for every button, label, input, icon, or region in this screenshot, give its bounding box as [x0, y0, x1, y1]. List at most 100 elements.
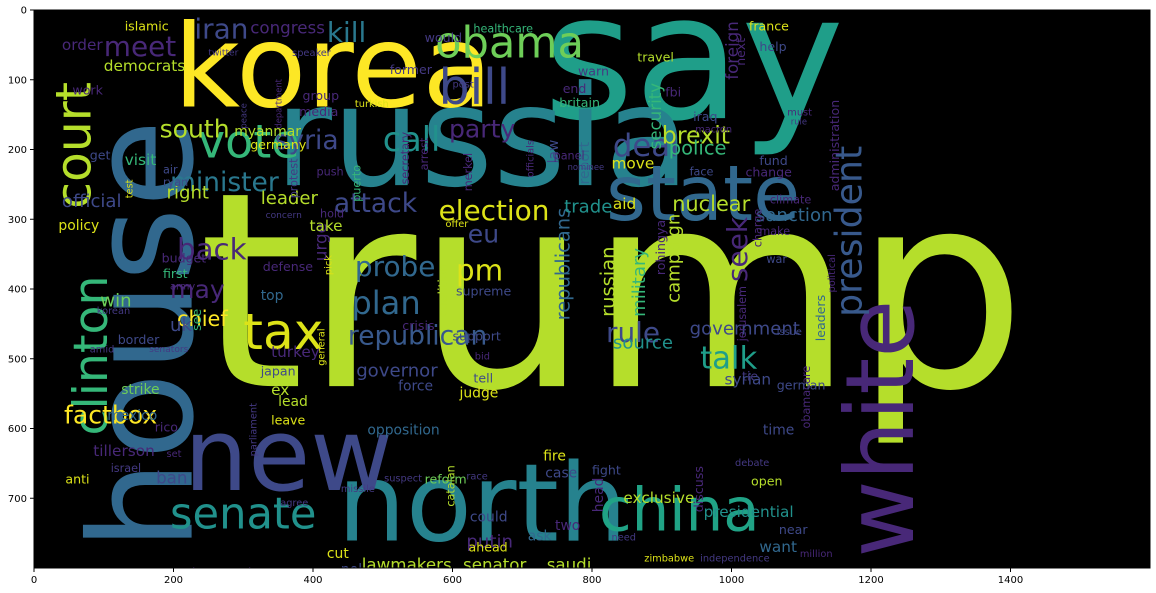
word-putin: putin: [466, 531, 513, 552]
word-make: make: [759, 225, 790, 238]
word-want: want: [759, 538, 797, 556]
word-set: set: [167, 449, 182, 460]
word-could: could: [470, 510, 508, 526]
x-axis: 0 200 400 600 800 1000 1200 1400: [31, 568, 1023, 586]
word-obamacare: obamacare: [800, 366, 813, 429]
word-climate: climate: [770, 194, 812, 207]
word-hold: hold: [320, 208, 344, 221]
word-fund: fund: [759, 153, 787, 168]
word-opposition: opposition: [367, 423, 439, 439]
word-saudi: saudi: [547, 555, 592, 575]
word-bill: bill: [439, 59, 511, 116]
x-tick-label: 0: [31, 575, 37, 586]
y-tick-label: 100: [8, 75, 27, 86]
word-governor: governor: [356, 360, 438, 381]
word-obama: obama: [435, 19, 584, 69]
word-deal: deal: [613, 129, 679, 164]
word-law: law: [546, 140, 562, 164]
word-nominee: nominee: [568, 162, 605, 172]
word-trade: trade: [564, 197, 612, 218]
word-independence: independence: [700, 554, 770, 565]
word-campaign: campaign: [664, 214, 685, 303]
word-uk: uk: [170, 315, 192, 336]
word-security: security: [645, 83, 665, 150]
word-twitter: twitter: [208, 48, 238, 58]
word-bid: bid: [475, 351, 490, 362]
y-tick-label: 0: [21, 6, 27, 17]
word-japan: japan: [260, 364, 296, 379]
word-call: call: [383, 120, 441, 159]
word-senator: senator: [463, 555, 527, 575]
word-judge: judge: [459, 386, 499, 402]
word-end: end: [563, 81, 587, 96]
word-democrats: democrats: [104, 57, 185, 75]
word-officials: officials: [526, 140, 537, 177]
x-tick-label: 1200: [858, 575, 883, 586]
word-lead: lead: [278, 394, 308, 410]
word-state: state: [606, 150, 800, 239]
x-tick-label: 600: [443, 575, 462, 586]
word-help: help: [759, 39, 786, 54]
word-iran: iran: [194, 13, 248, 46]
word-house: house: [59, 119, 226, 550]
word-britain: britain: [559, 95, 600, 110]
word-court: court: [46, 82, 103, 209]
word-government: government: [690, 319, 800, 340]
word-suspect: suspect: [384, 474, 422, 485]
word-open: open: [751, 474, 782, 489]
word-minister: minister: [170, 167, 279, 198]
word-leaders: leaders: [813, 295, 828, 341]
word-attack: attack: [334, 188, 418, 219]
word-panel: panel: [554, 150, 585, 163]
word-russia: russia: [275, 56, 690, 218]
word-say: say: [543, 0, 844, 160]
word-vote: vote: [198, 115, 300, 169]
word-rule: rule: [791, 117, 807, 127]
word-push: push: [317, 166, 344, 179]
word-army: army: [170, 282, 195, 293]
word-defense: defense: [263, 259, 313, 274]
x-tick-label: 400: [303, 575, 322, 586]
y-tick-label: 500: [8, 354, 27, 365]
y-tick-label: 200: [8, 145, 27, 156]
word-new: new: [184, 396, 393, 514]
word-take: take: [310, 217, 343, 235]
word-peace: peace: [239, 103, 249, 128]
word-may: may: [170, 275, 225, 304]
word-tax: tax: [243, 302, 323, 361]
word-nuclear: nuclear: [672, 192, 750, 216]
word-former: former: [390, 62, 433, 77]
word-macron: macron: [695, 125, 732, 136]
word-anti: anti: [65, 472, 89, 487]
word-first: first: [163, 266, 188, 281]
word-talk: talk: [700, 342, 757, 377]
word-zimbabwe: zimbabwe: [644, 554, 694, 565]
word-iraq: iraq: [693, 109, 717, 124]
word-senate: senate: [170, 490, 316, 540]
word-senators: senators: [149, 345, 189, 355]
word-order: order: [62, 36, 104, 54]
word-ahead: ahead: [469, 539, 508, 554]
word-charge: charge: [751, 209, 764, 248]
word-administration: administration: [827, 100, 842, 191]
word-top: top: [261, 288, 284, 304]
word-foreign: foreign: [722, 21, 742, 80]
word-tillerson: tillerson: [93, 442, 154, 460]
word-trump: trump: [198, 135, 1026, 451]
word-white: white: [827, 300, 936, 558]
word-syria: syria: [275, 125, 339, 156]
word-back: back: [177, 233, 247, 267]
word-president: president: [828, 146, 871, 317]
word-democratic: democratic: [187, 564, 258, 579]
y-tick-label: 300: [8, 215, 27, 226]
word-mexico: mexico: [107, 408, 157, 424]
word-israel: israel: [111, 462, 141, 475]
word-islamic: islamic: [125, 18, 169, 33]
word-department: department: [273, 78, 283, 128]
word-presidential: presidential: [704, 503, 794, 521]
word-travel: travel: [637, 50, 674, 65]
x-tick-label: 1000: [719, 575, 744, 586]
word-million: million: [800, 549, 833, 560]
